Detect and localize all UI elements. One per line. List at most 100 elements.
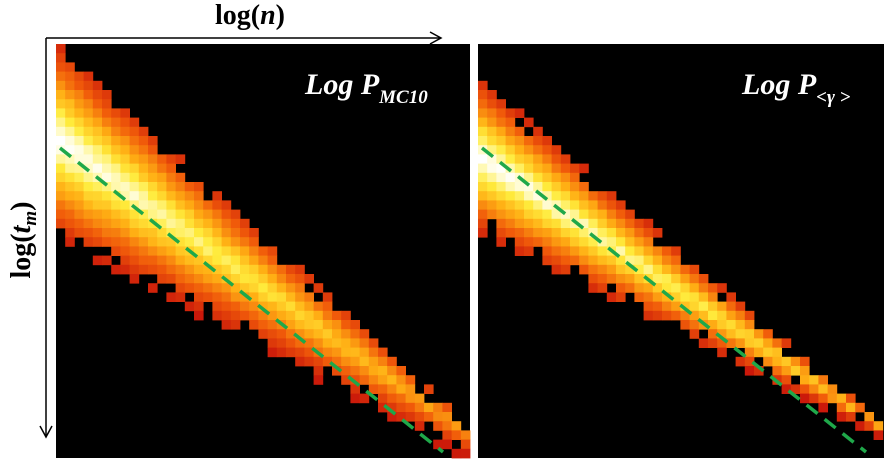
heatmap-cell [708,320,718,330]
heatmap-cell [652,246,663,256]
heatmap-cell [368,347,379,358]
heatmap-cell [120,228,130,238]
heatmap-cell [496,154,506,164]
heatmap-cell [588,228,598,238]
heatmap-cell [405,384,416,394]
heatmap-cell [726,329,736,339]
heatmap-cell [212,209,222,220]
heatmap-cell [304,274,314,284]
heatmap-cell [579,255,589,266]
heatmap-cell [267,320,278,330]
heatmap-cell [166,209,176,220]
heatmap-cell [56,200,66,210]
heatmap-cell [157,154,167,164]
heatmap-cell [836,402,847,413]
heatmap-cell [203,292,213,302]
heatmap-cell [350,320,360,330]
heatmap-cell [157,191,167,201]
heatmap-cell [579,228,589,238]
heatmap-cell [83,172,94,183]
heatmap-cell [616,218,626,229]
heatmap-cell [184,237,195,247]
reference-dashed-line [480,146,868,454]
heatmap-cell [478,182,488,192]
heatmap-cell [212,228,222,238]
heatmap-cell [570,228,580,238]
heatmap-cell [570,200,580,210]
heatmap-cell [744,320,755,330]
heatmap-cell [597,228,608,238]
heatmap-cell [65,163,75,174]
heatmap-cell [396,393,406,404]
heatmap-cell [818,384,828,394]
heatmap-cell [148,154,158,164]
heatmap-cell [92,80,103,91]
heatmap-cell [414,402,425,413]
heatmap-cell [524,237,534,247]
heatmap-cell [56,191,66,201]
heatmap-cell [433,421,443,431]
heatmap-cell [542,191,552,201]
heatmap-cell [56,154,66,164]
heatmap-cell [83,209,94,220]
heatmap-cell [166,154,176,164]
heatmap-cell [606,255,617,266]
heatmap-cell [579,237,589,247]
heatmap-cell [616,209,626,220]
heatmap-cell [83,145,94,155]
heatmap-cell [717,338,727,348]
heatmap-cell [194,200,204,210]
heatmap-cell [588,209,598,220]
heatmap-cell [735,310,746,321]
heatmap-cell [295,310,305,321]
heatmap-cell [212,200,222,210]
heatmap-cell [359,366,370,376]
heatmap-cell [634,274,644,284]
heatmap-cell [65,62,75,72]
heatmap-cell [313,375,324,385]
heatmap-cell [102,90,112,100]
heatmap-cell [836,393,847,404]
heatmap-cell [597,200,608,210]
heatmap-cell [120,209,130,220]
heatmap-cell [129,154,140,164]
heatmap-cell [533,191,543,201]
heatmap-cell [405,402,416,413]
heatmap-cell [442,439,452,450]
heatmap-cell [542,255,552,266]
heatmap-cell [148,264,158,275]
heatmap-cell [267,310,278,321]
heatmap-cell [148,255,158,266]
heatmap-cell [478,108,488,118]
heatmap-cell [579,264,589,275]
panel-title: Log P<γ > [741,68,851,108]
heatmap-cell [514,182,525,192]
heatmap-cell [166,237,176,247]
heatmap-cell [763,329,773,339]
heatmap-cell [148,246,158,256]
heatmap-cell [606,264,617,275]
heatmap-cell [625,255,635,266]
heatmap-cell [194,246,204,256]
heatmap-cell [662,246,672,256]
heatmap-cell [83,228,94,238]
heatmap-cell [542,200,552,210]
heatmap-cell [496,117,506,128]
heatmap-cell [478,209,488,220]
heatmap-cell [359,338,370,348]
heatmap-cell [341,366,351,376]
heatmap-cell [313,366,324,376]
heatmap-cell [175,292,186,302]
heatmap-cell [387,356,397,367]
heatmap-cell [92,163,103,174]
heatmap-cell [56,172,66,183]
heatmap-cell [606,200,617,210]
heatmap-cell [295,338,305,348]
heatmap-cell [643,301,654,312]
heatmap-cell [424,384,434,394]
heatmap-cell [184,191,195,201]
heatmap-cell [717,320,727,330]
heatmap-cell [487,182,497,192]
heatmap-cell [74,191,84,201]
heatmap-cell [148,237,158,247]
